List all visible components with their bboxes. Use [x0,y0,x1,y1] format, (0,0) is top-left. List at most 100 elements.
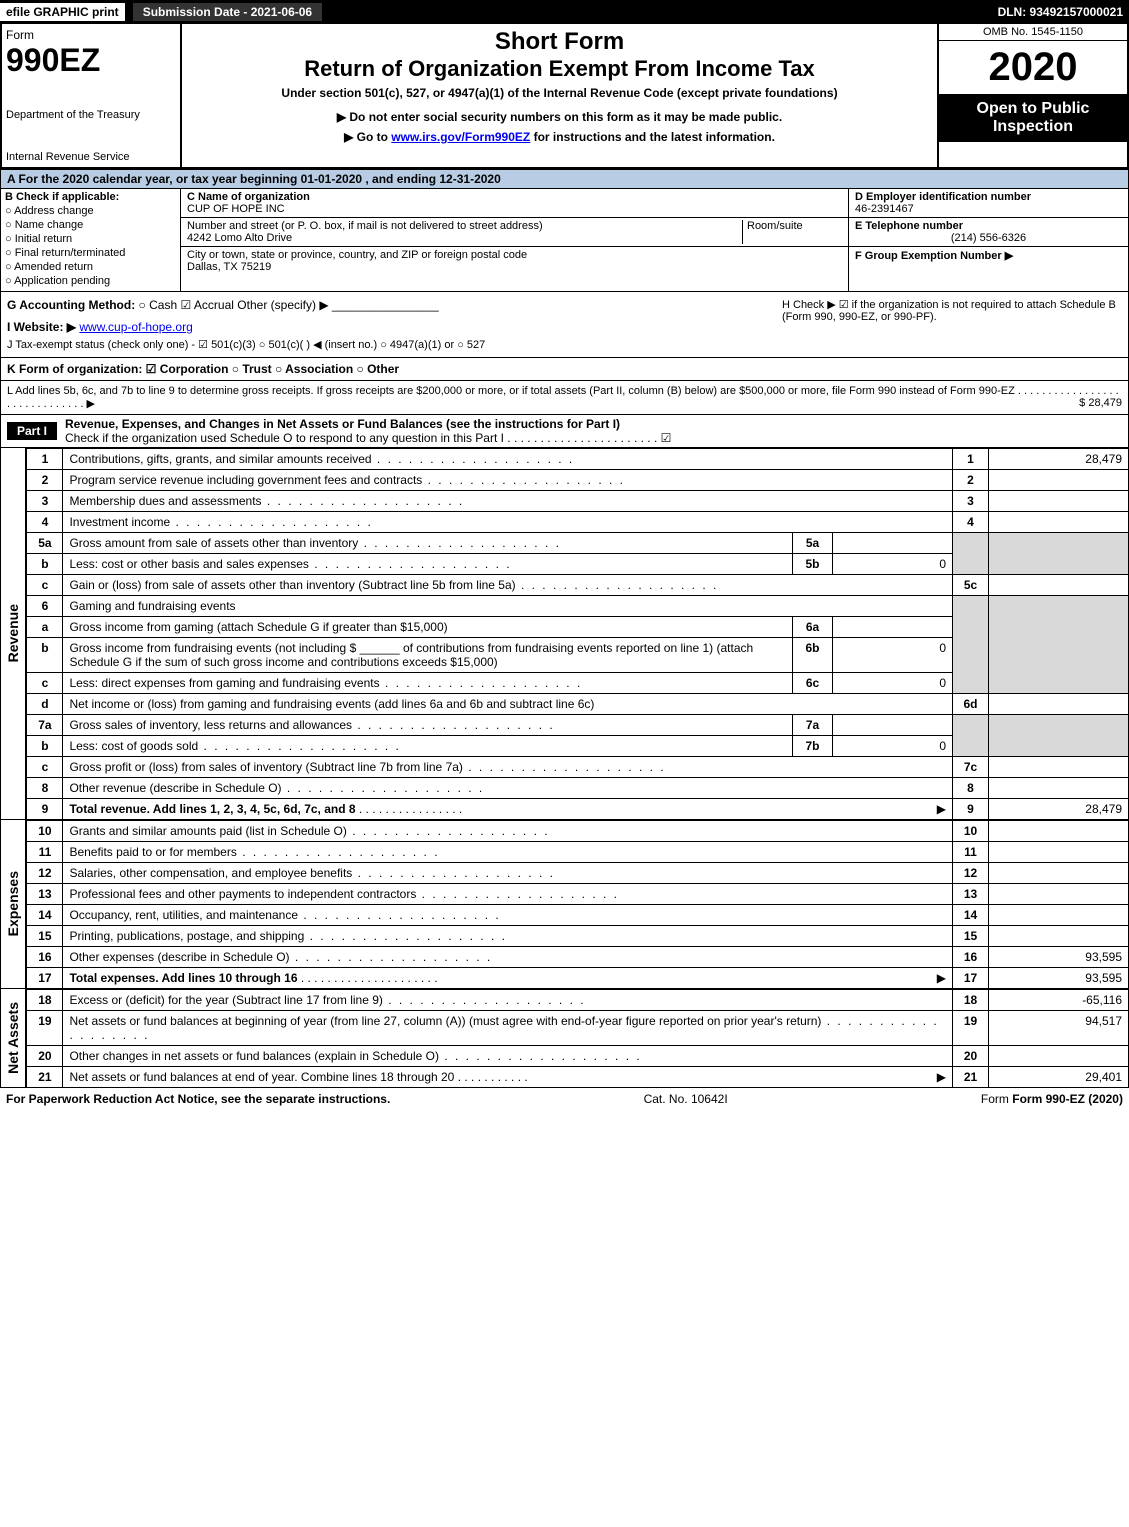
chk-name-change[interactable]: Name change [5,219,176,231]
l21-desc: Net assets or fund balances at end of ye… [69,1070,454,1084]
table-row: 20Other changes in net assets or fund ba… [27,1046,1129,1067]
l9-desc: Total revenue. Add lines 1, 2, 3, 4, 5c,… [69,802,355,816]
netassets-label: Net Assets [1,989,26,1088]
org-name-row: C Name of organization CUP OF HOPE INC [181,189,848,218]
i-label: I Website: ▶ [7,320,76,334]
g-accrual[interactable]: ☑ Accrual [181,298,234,312]
g-cash[interactable]: ○ Cash [139,298,178,312]
open-to-public: Open to Public Inspection [939,94,1127,142]
irs-link[interactable]: www.irs.gov/Form990EZ [391,130,530,144]
section-gh: G Accounting Method: ○ Cash ☑ Accrual Ot… [0,292,1129,358]
addr-row: Number and street (or P. O. box, if mail… [181,218,848,247]
dept-treasury: Department of the Treasury [6,109,176,121]
return-title: Return of Organization Exempt From Incom… [190,56,929,82]
cat-number: Cat. No. 10642I [644,1092,728,1106]
table-row: 13Professional fees and other payments t… [27,884,1129,905]
group-row: F Group Exemption Number ▶ [849,247,1128,264]
paperwork-notice: For Paperwork Reduction Act Notice, see … [6,1092,390,1106]
expenses-vert-text: Expenses [5,871,21,936]
ein-row: D Employer identification number 46-2391… [849,189,1128,218]
section-h: H Check ▶ ☑ if the organization is not r… [782,298,1122,351]
org-name: CUP OF HOPE INC [187,203,842,215]
city-state-zip: Dallas, TX 75219 [187,261,842,273]
ein-value: 46-2391467 [855,203,1122,215]
table-row: dNet income or (loss) from gaming and fu… [27,694,1129,715]
table-row: 9Total revenue. Add lines 1, 2, 3, 4, 5c… [27,799,1129,820]
table-row: 6Gaming and fundraising events [27,596,1129,617]
section-j: J Tax-exempt status (check only one) - ☑… [7,338,782,351]
tax-year: 2020 [939,41,1127,94]
section-c: C Name of organization CUP OF HOPE INC N… [181,189,848,291]
revenue-vert-text: Revenue [5,604,21,662]
chk-final-return[interactable]: Final return/terminated [5,247,176,259]
l6b-pre: Gross income from fundraising events (no… [69,641,356,655]
table-row: 14Occupancy, rent, utilities, and mainte… [27,905,1129,926]
part-1-check: Check if the organization used Schedule … [65,431,671,445]
l17-desc: Total expenses. Add lines 10 through 16 [69,971,297,985]
room-suite-label: Room/suite [742,220,842,244]
top-bar: efile GRAPHIC print Submission Date - 20… [0,0,1129,24]
form-header: Form 990EZ Department of the Treasury In… [0,24,1129,169]
chk-amended-return[interactable]: Amended return [5,261,176,273]
table-row: 12Salaries, other compensation, and empl… [27,863,1129,884]
section-l-amount: $ 28,479 [1079,397,1122,409]
part-1-label: Part I [7,422,57,440]
chk-application-pending[interactable]: Application pending [5,275,176,287]
header-left: Form 990EZ Department of the Treasury In… [2,24,182,167]
netassets-vert-text: Net Assets [5,1002,21,1074]
under-section: Under section 501(c), 527, or 4947(a)(1)… [190,86,929,100]
irs-label: Internal Revenue Service [6,151,176,163]
header-right: OMB No. 1545-1150 2020 Open to Public In… [937,24,1127,167]
table-row: 18Excess or (deficit) for the year (Subt… [27,990,1129,1011]
table-row: cGross profit or (loss) from sales of in… [27,757,1129,778]
part-1-header: Part I Revenue, Expenses, and Changes in… [0,415,1129,448]
ein-label: D Employer identification number [855,191,1122,203]
section-l-text: L Add lines 5b, 6c, and 7b to line 9 to … [7,385,1119,410]
section-def: D Employer identification number 46-2391… [848,189,1128,291]
tel-row: E Telephone number (214) 556-6326 [849,218,1128,247]
city-label: City or town, state or province, country… [187,249,842,261]
header-center: Short Form Return of Organization Exempt… [182,24,937,167]
tel-value: (214) 556-6326 [855,232,1122,244]
goto-line: ▶ Go to www.irs.gov/Form990EZ for instru… [190,130,929,144]
section-k: K Form of organization: ☑ Corporation ○ … [0,358,1129,381]
table-row: 19Net assets or fund balances at beginni… [27,1011,1129,1046]
table-row: 4Investment income4 [27,512,1129,533]
table-row: 16Other expenses (describe in Schedule O… [27,947,1129,968]
info-block: B Check if applicable: Address change Na… [0,189,1129,292]
g-other[interactable]: Other (specify) ▶ [237,298,328,312]
do-not-enter: ▶ Do not enter social security numbers o… [190,110,929,124]
form-word: Form [6,28,176,42]
arrow-icon: ▶ [937,971,946,985]
goto-post: for instructions and the latest informat… [534,130,775,144]
form-number: 990EZ [6,42,176,79]
table-row: 10Grants and similar amounts paid (list … [27,821,1129,842]
goto-pre: ▶ Go to [344,130,391,144]
form-ref-bold: Form 990-EZ (2020) [1012,1092,1123,1106]
revenue-table: 1Contributions, gifts, grants, and simil… [26,448,1129,820]
netassets-table: 18Excess or (deficit) for the year (Subt… [26,989,1129,1088]
table-row: 21Net assets or fund balances at end of … [27,1067,1129,1088]
expenses-label: Expenses [1,820,26,989]
revenue-section: Revenue 1Contributions, gifts, grants, a… [0,448,1129,820]
city-row: City or town, state or province, country… [181,247,848,275]
expenses-section: Expenses 10Grants and similar amounts pa… [0,820,1129,989]
tel-label: E Telephone number [855,220,1122,232]
dln: DLN: 93492157000021 [998,5,1129,19]
efile-label[interactable]: efile GRAPHIC print [0,3,125,21]
website-link[interactable]: www.cup-of-hope.org [79,320,192,334]
table-row: 7aGross sales of inventory, less returns… [27,715,1129,736]
section-l: L Add lines 5b, 6c, and 7b to line 9 to … [0,381,1129,415]
chk-address-change[interactable]: Address change [5,205,176,217]
part-1-title: Revenue, Expenses, and Changes in Net As… [65,417,620,431]
arrow-icon: ▶ [937,802,946,816]
netassets-section: Net Assets 18Excess or (deficit) for the… [0,989,1129,1088]
submission-date: Submission Date - 2021-06-06 [133,3,322,21]
omb-number: OMB No. 1545-1150 [939,24,1127,41]
short-form-title: Short Form [190,28,929,56]
table-row: 2Program service revenue including gover… [27,470,1129,491]
chk-initial-return[interactable]: Initial return [5,233,176,245]
table-row: 5aGross amount from sale of assets other… [27,533,1129,554]
addr-label: Number and street (or P. O. box, if mail… [187,220,742,232]
group-label: F Group Exemption Number ▶ [855,250,1013,262]
